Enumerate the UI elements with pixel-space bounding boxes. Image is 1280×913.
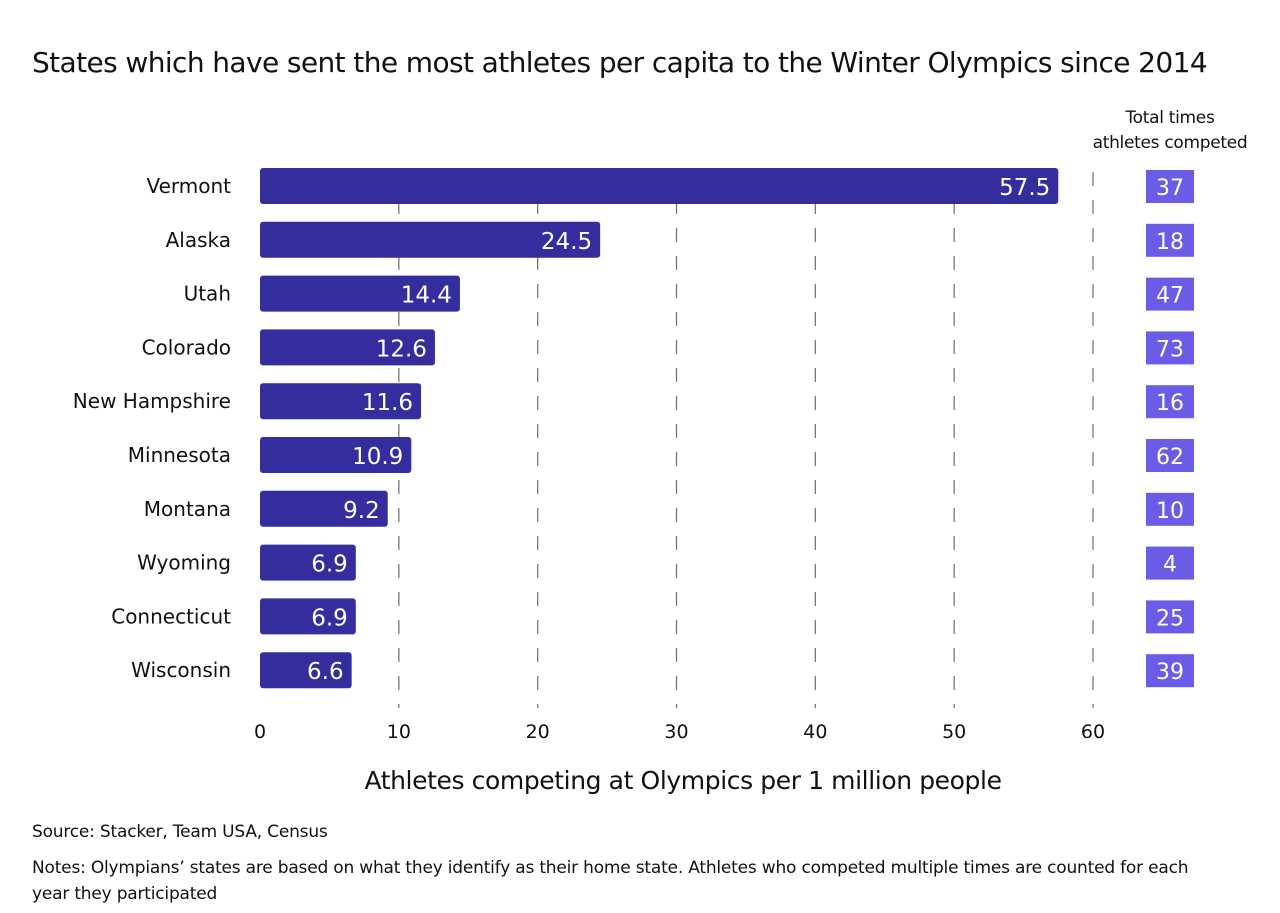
bar-value-label: 6.9 xyxy=(311,552,348,578)
x-tick-label: 20 xyxy=(526,721,550,743)
bar xyxy=(260,544,356,581)
bar-value-label: 24.5 xyxy=(541,229,592,255)
bar xyxy=(260,383,422,420)
x-axis-label: Athletes competing at Olympics per 1 mil… xyxy=(364,766,1002,795)
chart-title: States which have sent the most athletes… xyxy=(32,46,1208,79)
side-value-box xyxy=(1146,170,1194,203)
side-header-line-1: Total times xyxy=(1125,108,1215,128)
x-tick-label: 40 xyxy=(803,721,827,743)
side-value-label: 25 xyxy=(1156,606,1184,631)
x-tick-label: 60 xyxy=(1081,721,1105,743)
notes: Notes: Olympians’ states are based on wh… xyxy=(32,858,1189,904)
side-value-box xyxy=(1146,546,1194,580)
side-value-box xyxy=(1146,223,1194,257)
side-value-label: 73 xyxy=(1156,337,1184,362)
bar xyxy=(260,329,435,366)
category-label: Vermont xyxy=(146,174,231,198)
side-value-box xyxy=(1146,439,1194,472)
x-tick-label: 50 xyxy=(942,721,966,743)
bar xyxy=(260,652,352,689)
bar xyxy=(260,168,1059,204)
side-value-label: 47 xyxy=(1156,284,1184,309)
side-value-box xyxy=(1146,600,1194,634)
x-tick-label: 10 xyxy=(387,721,411,743)
category-label: Connecticut xyxy=(111,604,231,628)
side-value-label: 39 xyxy=(1156,660,1184,685)
bar xyxy=(260,275,460,312)
category-label: Wyoming xyxy=(137,551,231,575)
bar xyxy=(260,598,356,635)
side-value-label: 16 xyxy=(1156,391,1184,416)
side-value-label: 4 xyxy=(1163,553,1177,578)
category-label: Colorado xyxy=(142,335,231,359)
side-value-box xyxy=(1146,385,1194,419)
side-value-box xyxy=(1146,492,1194,526)
category-label: Wisconsin xyxy=(131,658,231,682)
side-column-header: Total times athletes competed xyxy=(1080,106,1260,156)
bar xyxy=(260,437,412,473)
side-value-box xyxy=(1146,331,1194,365)
bar xyxy=(260,221,601,258)
side-value-label: 18 xyxy=(1156,230,1184,255)
category-label: Alaska xyxy=(166,228,231,252)
bar-value-label: 9.2 xyxy=(343,498,380,524)
side-value-box xyxy=(1146,277,1194,311)
bar-value-label: 6.6 xyxy=(307,659,344,685)
bar-value-label: 11.6 xyxy=(362,390,413,416)
x-tick-label: 30 xyxy=(664,721,688,743)
bar xyxy=(260,490,388,527)
bar-value-label: 57.5 xyxy=(999,175,1050,201)
bar-value-label: 14.4 xyxy=(401,283,452,309)
side-value-label: 62 xyxy=(1156,445,1184,470)
bar-value-label: 6.9 xyxy=(311,605,348,631)
category-label: New Hampshire xyxy=(73,389,231,413)
source-note: Source: Stacker, Team USA, Census xyxy=(32,822,328,842)
bar-value-label: 12.6 xyxy=(376,336,427,362)
category-label: Montana xyxy=(144,497,231,521)
category-label: Utah xyxy=(184,282,231,306)
bar-value-label: 10.9 xyxy=(352,444,403,470)
side-value-label: 37 xyxy=(1156,176,1184,201)
category-label: Minnesota xyxy=(128,443,231,467)
side-value-box xyxy=(1146,654,1194,688)
x-tick-label: 0 xyxy=(254,721,266,743)
side-value-label: 10 xyxy=(1156,499,1184,524)
side-header-line-2: athletes competed xyxy=(1092,133,1248,153)
